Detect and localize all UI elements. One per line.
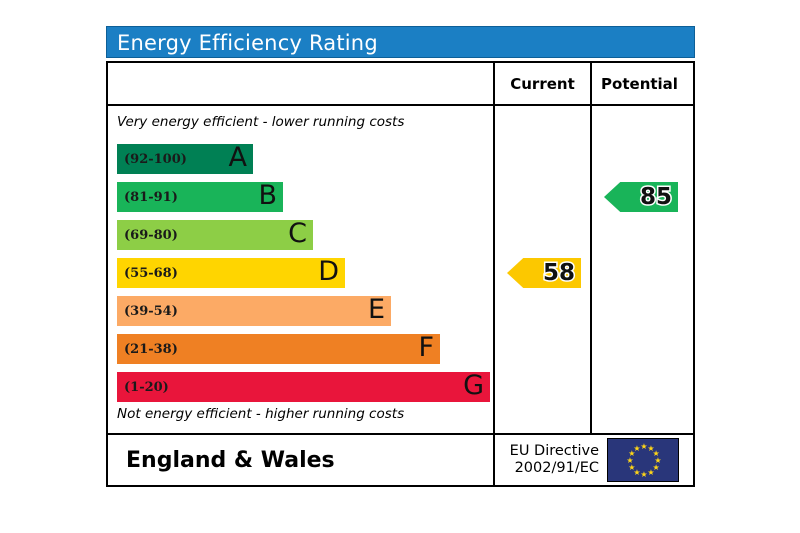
eu-star-icon: ★ — [652, 449, 660, 458]
current-rating-marker: 58 — [507, 258, 581, 288]
eu-flag-icon: ★ ★ ★ ★ ★ ★ ★ ★ ★ ★ ★ ★ — [607, 438, 679, 482]
band-g-range: (1-20) — [124, 379, 169, 395]
eu-star-icon: ★ — [640, 470, 648, 479]
band-b: (81-91) B — [117, 182, 283, 212]
energy-efficiency-certificate: Energy Efficiency Rating Current Potenti… — [106, 26, 695, 487]
potential-rating-marker: 85 — [604, 182, 678, 212]
eu-directive-line2: 2002/91/EC — [514, 460, 599, 476]
band-c-letter: C — [288, 218, 307, 249]
band-a-range: (92-100) — [124, 151, 187, 167]
band-a: (92-100) A — [117, 144, 253, 174]
eu-star-icon: ★ — [633, 468, 641, 478]
band-c-range: (69-80) — [124, 227, 178, 243]
potential-rating-column: 85 — [590, 106, 687, 433]
band-f-range: (21-38) — [124, 341, 178, 357]
eu-star-icon: ★ — [652, 463, 660, 472]
eu-star-icon: ★ — [628, 449, 636, 458]
eu-star-icon: ★ — [640, 442, 648, 451]
eu-directive-text: EU Directive 2002/91/EC — [510, 443, 599, 477]
band-d-letter: D — [318, 256, 339, 287]
table-body-row: Very energy efficient - lower running co… — [108, 106, 693, 433]
band-e: (39-54) E — [117, 296, 391, 326]
region-label: England & Wales — [126, 447, 335, 473]
note-inefficient: Not energy efficient - higher running co… — [117, 406, 405, 422]
band-c: (69-80) C — [117, 220, 313, 250]
band-b-range: (81-91) — [124, 189, 178, 205]
band-g: (1-20) G — [117, 372, 490, 402]
header-cell-bands — [108, 63, 493, 104]
band-e-range: (39-54) — [124, 303, 178, 319]
band-e-letter: E — [367, 294, 385, 325]
eu-star-icon: ★ — [628, 463, 636, 472]
table-footer-row: England & Wales EU Directive 2002/91/EC … — [108, 433, 693, 485]
band-d-range: (55-68) — [124, 265, 178, 281]
epc-table: Current Potential Very energy efficient … — [106, 61, 695, 487]
band-g-letter: G — [463, 370, 484, 401]
band-d: (55-68) D — [117, 258, 345, 288]
eu-star-icon: ★ — [626, 456, 634, 465]
band-f: (21-38) F — [117, 334, 440, 364]
page-title: Energy Efficiency Rating — [106, 26, 695, 58]
footer-region-cell: England & Wales — [108, 435, 493, 485]
eu-directive-line1: EU Directive — [509, 443, 599, 459]
eu-star-icon: ★ — [647, 443, 655, 453]
band-scale: Very energy efficient - lower running co… — [108, 106, 493, 433]
current-rating-value: 58 — [541, 259, 576, 288]
footer-directive-cell: EU Directive 2002/91/EC ★ ★ ★ ★ ★ ★ ★ ★ ★ ★ ★ ★ — [493, 435, 687, 485]
potential-rating-value: 85 — [638, 183, 673, 212]
band-f-letter: F — [418, 332, 434, 363]
eu-star-icon: ★ — [633, 443, 641, 453]
band-a-letter: A — [228, 142, 247, 173]
current-rating-column: 58 — [493, 106, 590, 433]
table-header-row: Current Potential — [108, 63, 693, 106]
band-b-letter: B — [258, 180, 277, 211]
header-cell-potential: Potential — [590, 63, 687, 104]
eu-star-icon: ★ — [647, 468, 655, 478]
header-cell-current: Current — [493, 63, 590, 104]
eu-star-icon: ★ — [654, 456, 662, 465]
note-efficient: Very energy efficient - lower running co… — [117, 114, 405, 130]
